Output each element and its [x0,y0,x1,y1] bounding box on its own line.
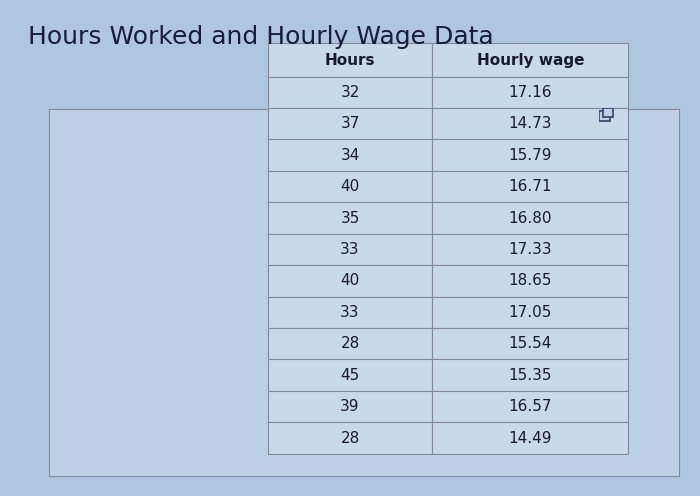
Bar [599,111,610,121]
Bar [603,108,613,118]
Text: Hours Worked and Hourly Wage Data: Hours Worked and Hourly Wage Data [28,25,493,49]
